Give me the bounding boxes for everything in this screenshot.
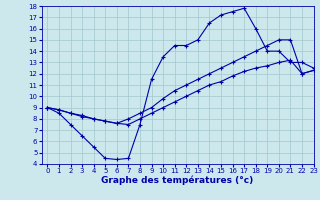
- X-axis label: Graphe des températures (°c): Graphe des températures (°c): [101, 176, 254, 185]
